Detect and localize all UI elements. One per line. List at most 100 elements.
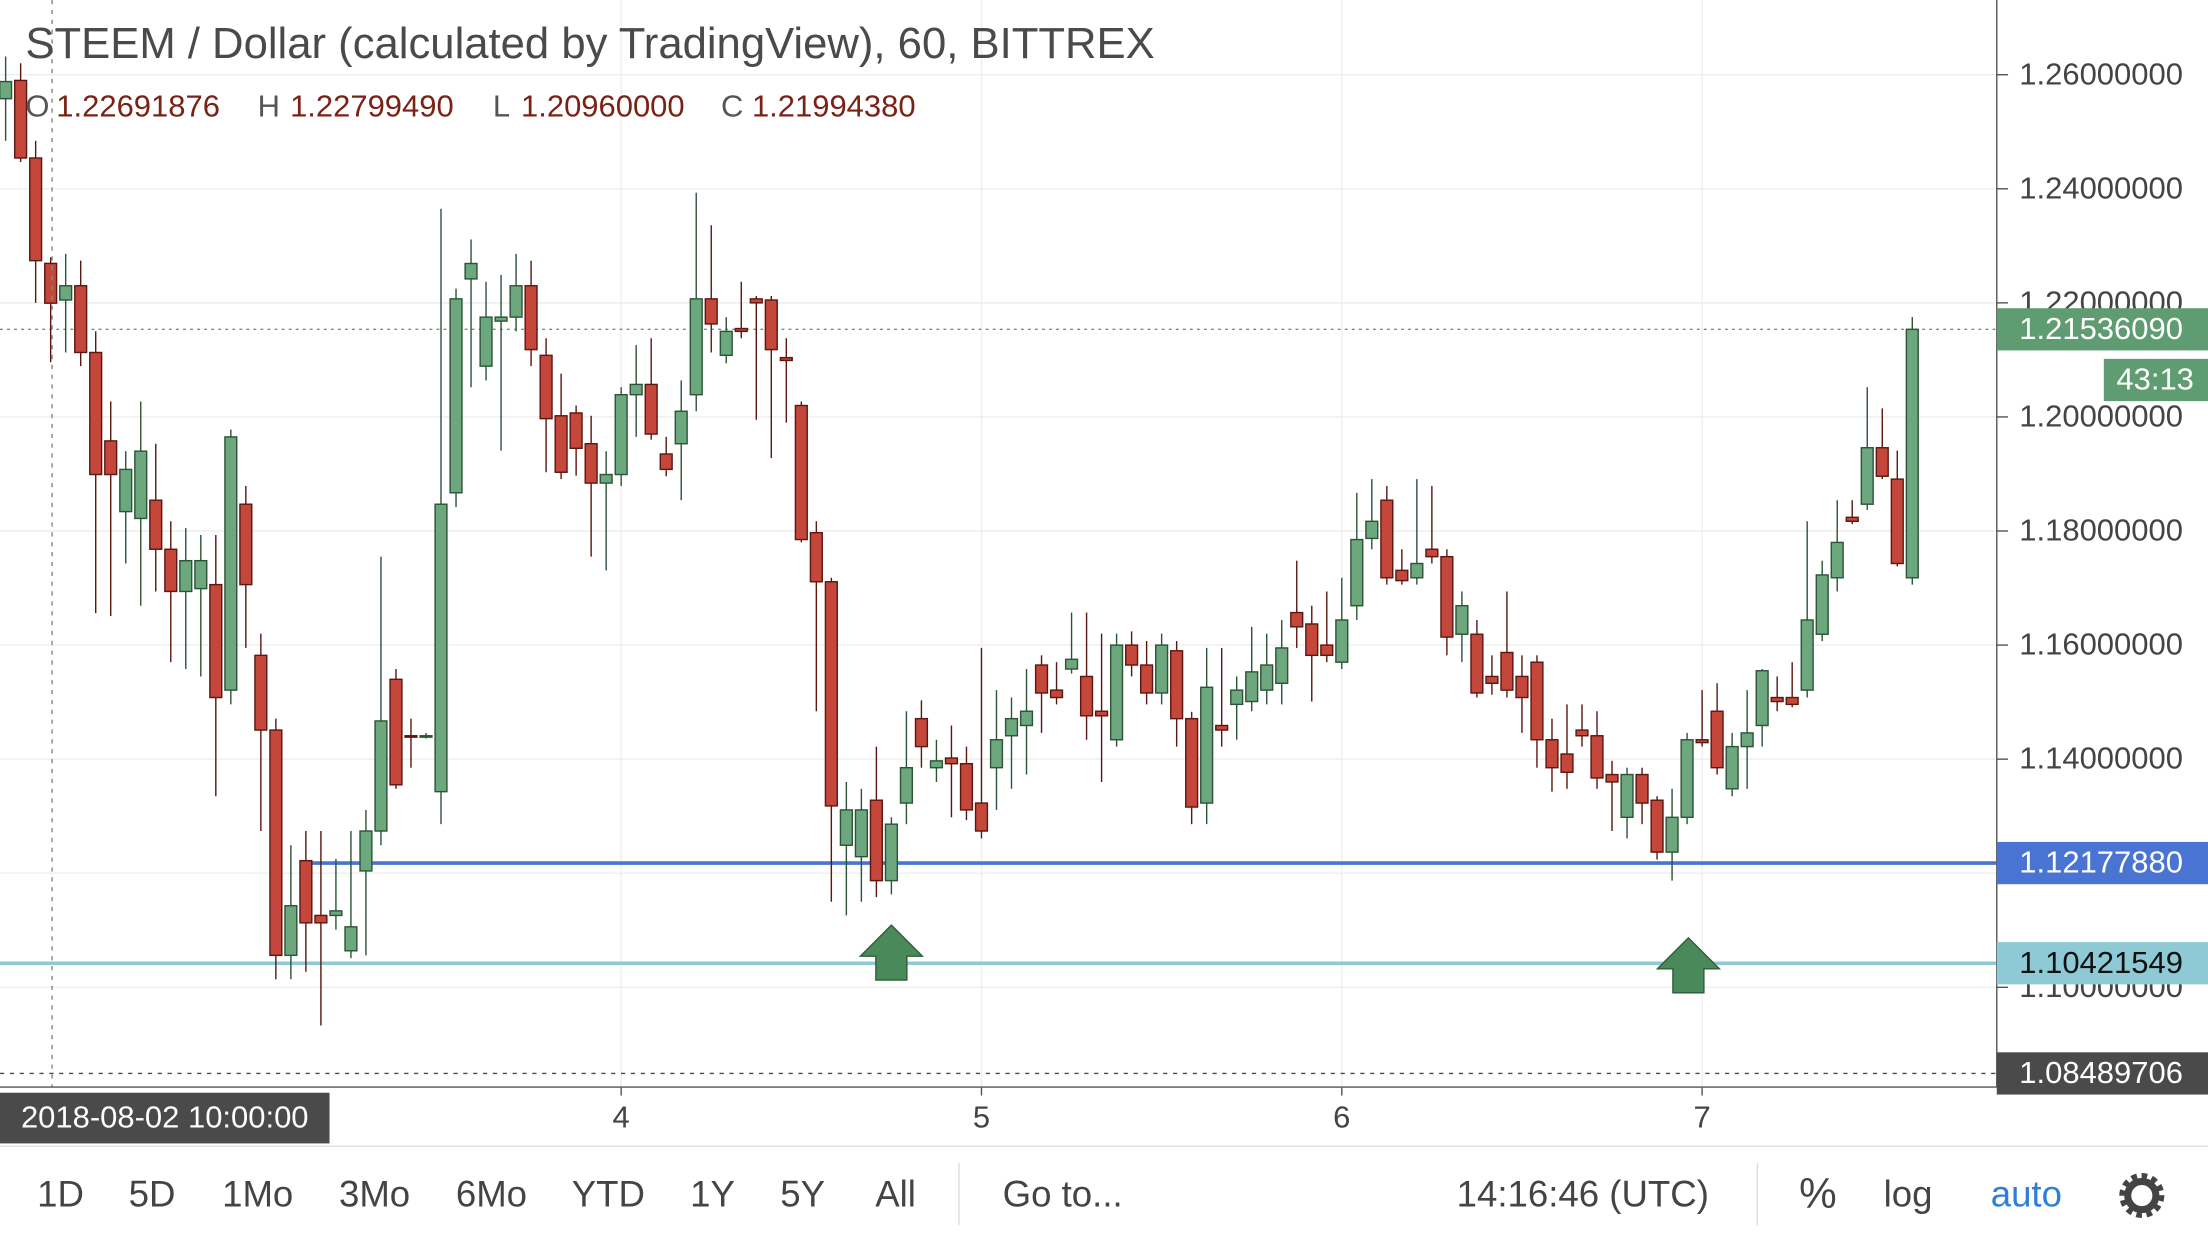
candle-body [749, 298, 763, 304]
candle-body [824, 581, 838, 807]
candle-body [734, 327, 748, 333]
candle-body [1470, 633, 1484, 694]
candle-body [599, 473, 613, 484]
range-button[interactable]: 5Y [780, 1174, 825, 1215]
legend-value: 1.20960000 [521, 89, 685, 124]
range-button[interactable]: 3Mo [339, 1174, 410, 1215]
range-button[interactable]: 1Y [690, 1174, 735, 1215]
candle-body [959, 763, 974, 811]
candle-body [1079, 675, 1094, 717]
range-button[interactable]: 5D [129, 1174, 176, 1215]
candle-body [1620, 773, 1634, 819]
candle-body [299, 859, 313, 924]
candle-body [1064, 658, 1079, 670]
candle-body [764, 299, 778, 351]
candle-body [1215, 724, 1229, 731]
candle-body [1004, 717, 1019, 737]
candle-body [29, 157, 43, 262]
candle-body [1275, 647, 1289, 684]
candle-body [1590, 735, 1604, 779]
candle-body [1905, 328, 1919, 579]
candle-body [1440, 555, 1454, 638]
percent-button[interactable]: % [1799, 1170, 1837, 1217]
countdown-label: 43:13 [2116, 362, 2194, 397]
candle-body [119, 468, 133, 513]
candle-body [1755, 670, 1769, 727]
candle-body [1785, 696, 1799, 706]
arrow-up [858, 924, 925, 981]
price-tag [1996, 308, 2208, 351]
candles [0, 56, 1919, 1026]
candle-body [1890, 478, 1904, 565]
candle-body [509, 285, 523, 318]
legend-value: 1.21994380 [752, 89, 916, 124]
candle-body [0, 80, 13, 100]
candle-body [674, 410, 688, 445]
candle-body [644, 383, 658, 435]
candle-body [1094, 710, 1109, 717]
price-tag-label: 1.12177880 [2019, 845, 2183, 880]
candle-body [1860, 447, 1874, 505]
price-tag [1996, 1052, 2208, 1095]
candle-body [14, 79, 28, 159]
y-tick-label: 1.16000000 [2019, 627, 2183, 662]
legend-key: C [721, 89, 743, 124]
candle-body [929, 760, 944, 769]
candle-body [104, 440, 118, 476]
toolbar: Go to... 14:16:46 (UTC) % log auto 1D 5D 1… [37, 1163, 2165, 1226]
candle-body [1185, 717, 1199, 808]
candle-body [794, 404, 808, 541]
candle-body [1455, 605, 1469, 635]
candle-body [389, 678, 403, 786]
candle-body [59, 285, 73, 301]
y-tick-label: 1.20000000 [2019, 399, 2183, 434]
legend-key: O [25, 89, 49, 124]
crosshair-label: 2018-08-02 10:00:00 [21, 1100, 309, 1135]
candle-body [1230, 689, 1244, 706]
range-button[interactable]: YTD [572, 1174, 645, 1215]
candle-body [434, 503, 448, 793]
range-button[interactable]: 1D [37, 1174, 84, 1215]
candle-body [464, 262, 478, 280]
candle-body [524, 285, 538, 351]
candle-body [1170, 650, 1184, 720]
crosshair-tag [0, 1092, 330, 1144]
y-tick-label: 1.26000000 [2019, 56, 2183, 91]
candle-body [1124, 644, 1139, 666]
legend-value: 1.22799490 [290, 89, 454, 124]
log-button[interactable]: log [1884, 1174, 1933, 1215]
y-tick-label: 1.14000000 [2019, 741, 2183, 776]
price-tag-label: 1.21536090 [2019, 311, 2183, 346]
candle-body [689, 298, 703, 396]
clock: 14:16:46 (UTC) [1457, 1174, 1709, 1215]
arrow-up [1655, 936, 1722, 994]
candle-body [1320, 644, 1334, 657]
candle-body [1725, 745, 1739, 790]
candle-body [779, 356, 793, 362]
goto-button[interactable]: Go to... [1003, 1174, 1123, 1215]
range-button[interactable]: 6Mo [456, 1174, 527, 1215]
price-tags: 1.21536090 43:13 1.12177880 1.10421549 1.084… [1996, 308, 2208, 1095]
candle-body [1770, 696, 1784, 703]
range-button[interactable]: All [875, 1174, 916, 1215]
candle-body [1740, 732, 1754, 748]
candle-body [419, 735, 433, 738]
candle-body [1680, 739, 1694, 819]
candle-body [539, 354, 553, 420]
y-tick-label: 1.24000000 [2019, 170, 2183, 205]
candle-body [194, 559, 208, 590]
auto-button[interactable]: auto [1991, 1174, 2062, 1215]
candle-body [944, 757, 959, 765]
candle-body [1605, 773, 1619, 783]
candle-body [1290, 611, 1304, 628]
range-button[interactable]: 1Mo [222, 1174, 293, 1215]
candle-body [554, 415, 568, 473]
candle-body [1245, 671, 1259, 703]
candle-body [1530, 661, 1544, 741]
candle-body [974, 802, 989, 832]
price-tag [1996, 942, 2208, 985]
candle-body [404, 735, 418, 738]
candle-body [1395, 569, 1409, 582]
candle-body [1365, 520, 1379, 540]
